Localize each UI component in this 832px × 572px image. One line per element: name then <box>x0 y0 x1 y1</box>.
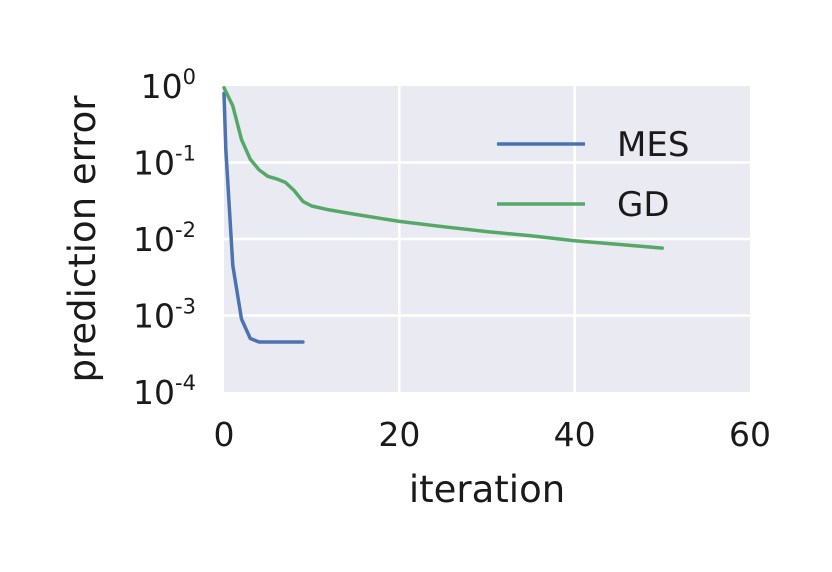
y-tick-label: 10-3 <box>133 295 196 336</box>
y-tick-label: 10-2 <box>133 218 196 259</box>
y-axis-label: prediction error <box>61 95 104 383</box>
series-lines <box>222 85 665 344</box>
series-line-gd <box>222 85 665 250</box>
x-tick-labels: 0 20 40 60 <box>214 415 772 454</box>
y-tick-labels: 100 10-1 10-2 10-3 10-4 <box>133 65 196 412</box>
y-tick-label: 10-4 <box>133 371 196 412</box>
legend: MES GD <box>497 125 689 225</box>
x-tick-label: 0 <box>214 415 235 454</box>
x-tick-label: 40 <box>554 415 596 454</box>
series-line-mes <box>222 91 305 344</box>
y-tick-label: 100 <box>141 65 196 106</box>
x-tick-label: 60 <box>729 415 771 454</box>
legend-label-gd: GD <box>617 185 670 225</box>
x-axis-label: iteration <box>409 468 565 511</box>
y-tick-label: 10-1 <box>133 142 196 183</box>
x-tick-label: 20 <box>378 415 420 454</box>
legend-label-mes: MES <box>617 125 689 165</box>
